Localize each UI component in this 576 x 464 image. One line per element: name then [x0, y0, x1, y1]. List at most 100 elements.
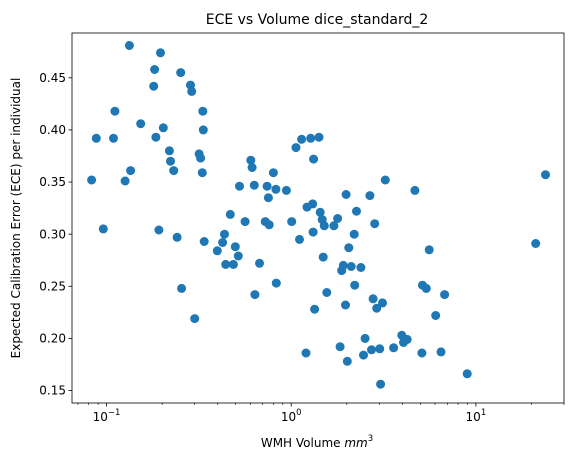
data-point [271, 184, 281, 194]
data-point [250, 290, 260, 300]
data-point [281, 185, 291, 195]
data-point [315, 207, 325, 217]
y-axis-label: Expected Calibration Error (ECE) per ind… [9, 78, 23, 359]
x-tick-label: 10−1 [93, 408, 121, 424]
data-point [120, 176, 130, 186]
data-point [319, 221, 329, 231]
data-point [169, 166, 179, 176]
data-point [295, 234, 304, 244]
y-tick-label: 0.30 [39, 227, 66, 241]
data-point [308, 199, 318, 209]
x-axis-label-exponent: 3 [368, 434, 373, 444]
x-axis-label-unit: mm [344, 436, 367, 450]
data-point [389, 343, 399, 353]
data-point [263, 193, 273, 203]
data-point [221, 259, 231, 269]
y-axis-ticks: 0.15 0.20 0.25 0.30 0.35 0.40 0.45 [39, 71, 72, 398]
data-point [91, 133, 101, 143]
data-point [367, 345, 376, 355]
data-point [268, 168, 278, 178]
data-point [541, 170, 550, 180]
data-point [322, 288, 332, 297]
data-point [235, 181, 244, 191]
x-tick-label: 101 [466, 408, 487, 424]
data-point [197, 168, 207, 178]
data-point [531, 239, 541, 248]
data-point [255, 258, 264, 268]
data-point [333, 214, 343, 223]
y-tick-label: 0.15 [39, 384, 66, 398]
data-point [291, 143, 301, 153]
data-point [110, 106, 120, 116]
y-tick-label: 0.40 [39, 123, 66, 137]
data-point [297, 134, 307, 144]
data-point [346, 262, 356, 271]
x-axis-label: WMH Volume mm3 [261, 434, 373, 450]
data-point [109, 133, 118, 143]
data-point [440, 290, 450, 300]
data-point [126, 166, 136, 176]
data-point [271, 278, 281, 288]
data-point [149, 81, 159, 91]
data-point [240, 217, 250, 227]
y-tick-label: 0.35 [39, 175, 66, 189]
data-point [247, 163, 257, 172]
y-tick-label: 0.45 [39, 71, 66, 85]
data-point [287, 217, 297, 227]
data-point [230, 242, 240, 252]
data-point [341, 300, 350, 310]
data-point [150, 65, 160, 74]
y-tick-label: 0.25 [39, 279, 66, 293]
x-tick-label: 100 [281, 408, 302, 424]
data-point [352, 206, 361, 216]
data-point [338, 260, 348, 270]
data-point [375, 344, 385, 354]
x-axis-ticks: 10−1 100 101 [77, 403, 565, 424]
data-point [308, 227, 318, 237]
data-point [372, 303, 382, 313]
chart-title: ECE vs Volume dice_standard_2 [206, 12, 429, 28]
data-point [196, 153, 206, 163]
plot-frame [71, 32, 565, 404]
data-points [87, 41, 550, 389]
data-point [87, 175, 97, 185]
data-point [359, 350, 368, 360]
data-point [212, 246, 222, 256]
data-point [350, 280, 360, 290]
data-point [462, 369, 472, 379]
data-point [378, 298, 387, 308]
data-point [225, 209, 235, 219]
data-point [368, 294, 378, 304]
data-point [349, 229, 359, 239]
data-point [166, 156, 175, 166]
data-point [124, 41, 134, 50]
data-point [410, 185, 420, 195]
data-point [190, 314, 200, 324]
data-point [154, 225, 164, 235]
data-point [306, 133, 316, 143]
data-point [424, 245, 434, 255]
data-point [329, 221, 339, 231]
data-point [335, 342, 345, 352]
data-point [360, 333, 370, 343]
data-point [198, 125, 208, 135]
data-point [421, 283, 431, 293]
data-point [436, 347, 446, 357]
data-point [164, 146, 174, 156]
data-point [314, 132, 324, 142]
data-point [187, 86, 197, 96]
data-point [309, 154, 319, 164]
data-point [233, 251, 243, 261]
data-point [341, 190, 351, 199]
data-point [417, 348, 427, 358]
data-point [177, 283, 187, 293]
data-point [98, 224, 108, 234]
data-point [380, 175, 390, 185]
data-point [228, 259, 238, 269]
data-point [262, 181, 272, 191]
x-axis-label-text: WMH Volume [261, 436, 345, 450]
data-point [264, 220, 274, 230]
data-point [318, 252, 328, 262]
data-point [376, 379, 386, 389]
